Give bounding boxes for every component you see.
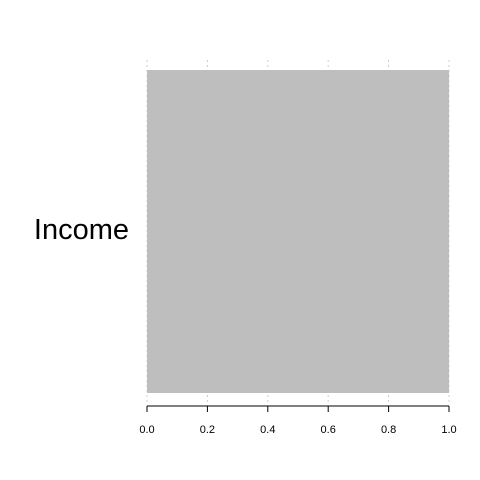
x-tick-label-1: 0.2 bbox=[200, 424, 215, 436]
x-tick-label-3: 0.6 bbox=[321, 424, 336, 436]
x-tick-label-5: 1.0 bbox=[441, 424, 456, 436]
x-ticks: 0.0 0.2 0.4 0.6 0.8 1.0 bbox=[139, 406, 457, 436]
category-labels: Income bbox=[34, 214, 129, 246]
x-tick-label-0: 0.0 bbox=[139, 424, 154, 436]
bar-income bbox=[147, 70, 449, 393]
bars bbox=[147, 70, 449, 393]
x-tick-label-2: 0.4 bbox=[260, 424, 275, 436]
category-label-income: Income bbox=[34, 214, 129, 246]
x-tick-label-4: 0.8 bbox=[381, 424, 396, 436]
